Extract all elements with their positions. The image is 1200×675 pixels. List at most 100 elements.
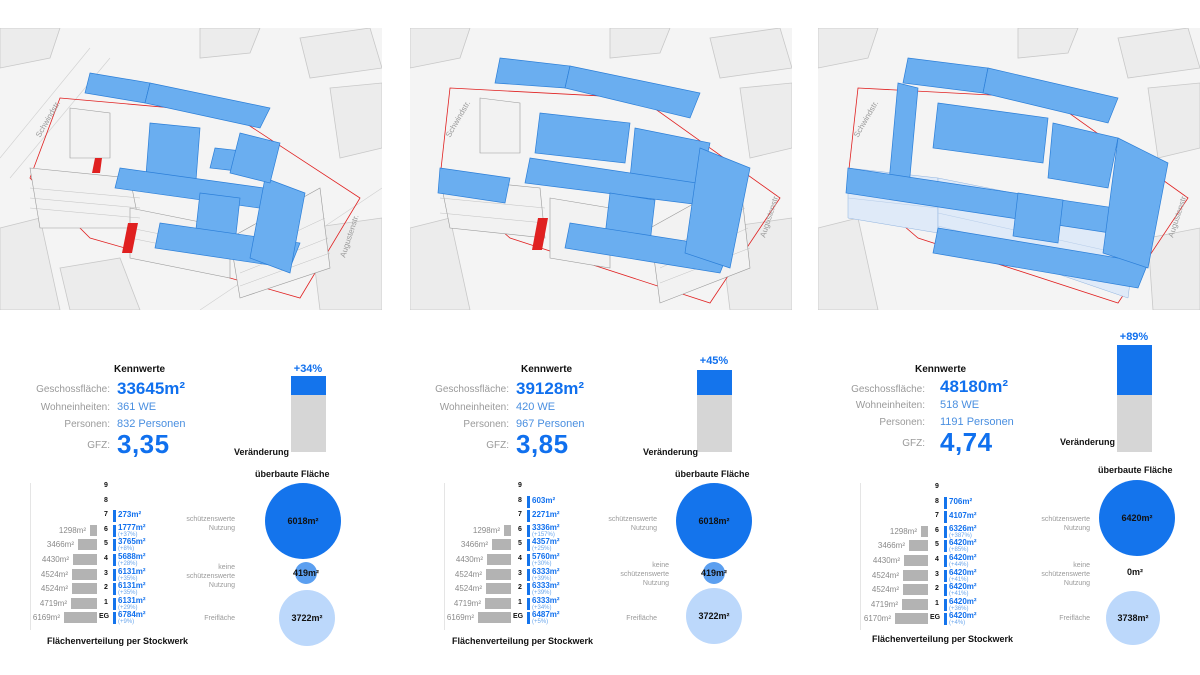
floor-label: 3: [104, 569, 108, 577]
change-label: Veränderung: [643, 447, 699, 457]
existing-floor-value: 6170m²: [863, 614, 891, 624]
new-floor-change: (+25%): [532, 546, 552, 553]
existing-floor-bar: [504, 524, 511, 536]
label-gfz: GFZ:: [486, 440, 509, 451]
existing-floor-value: 6169m²: [446, 613, 474, 623]
chart-axis-line: [444, 483, 445, 630]
new-floor-change: (+35%): [118, 590, 138, 597]
label-wohneinheiten: Wohneinheiten:: [439, 402, 509, 413]
new-floor-bar: [527, 597, 530, 610]
existing-floor-value: 4524m²: [40, 584, 68, 594]
existing-floor-bar: [902, 598, 928, 610]
new-floor-change: (+8%): [118, 546, 135, 553]
floor-label: 9: [104, 482, 108, 489]
kennwerte-title: Kennwerte: [521, 364, 573, 375]
label-keine-schuetzenswert: keine schützenswerte Nutzung: [620, 562, 669, 587]
change-label: Veränderung: [234, 447, 290, 457]
existing-floor-bar: [921, 525, 928, 537]
existing-floor-value: 4524m²: [871, 570, 899, 580]
floor-label: 4: [104, 555, 108, 562]
label-personen: Personen:: [463, 419, 509, 430]
floor-label: 2: [518, 584, 522, 592]
new-floor-change: (+41%): [949, 576, 969, 583]
new-floor-value: 4357m²: [532, 537, 560, 547]
existing-floor-bar: [90, 524, 97, 536]
new-floor-bar: [113, 583, 116, 596]
new-floor-bar: [113, 524, 116, 537]
value-gfz: 3,85: [516, 429, 569, 459]
floor-label: 3: [935, 570, 939, 578]
existing-floor-value: 1298m²: [472, 525, 500, 535]
new-floor-change: (+36%): [949, 605, 969, 612]
new-floor-change: (+44%): [949, 562, 969, 568]
floor-label: 1: [518, 598, 522, 606]
floor-label: 1: [935, 599, 939, 607]
value-gfz: 3,35: [117, 429, 170, 459]
existing-floor-value: 3466m²: [46, 540, 74, 550]
circle-schuetzenswert: 6018m²: [265, 483, 341, 559]
existing-floor-bar: [72, 583, 97, 595]
existing-floor-bar: [895, 613, 928, 625]
new-floor-bar: [944, 584, 947, 597]
new-floor-value: 6420m²: [949, 596, 977, 606]
massing-render-3: Schwindstr. Augustenstr.: [818, 28, 1200, 310]
existing-floor-value: 4524m²: [40, 569, 68, 579]
label-keine-schuetzenswert: keine schützenswerte Nutzung: [186, 564, 235, 589]
new-floor-change: (+39%): [532, 575, 552, 582]
circle-schuetzenswert-value: 6420m²: [1121, 513, 1153, 523]
existing-floor-bar: [78, 539, 97, 551]
floor-label: EG: [98, 613, 110, 621]
floor-label: 5: [104, 540, 108, 548]
existing-floor-bar: [903, 584, 928, 596]
existing-floor-bar: [71, 597, 97, 609]
circle-freiflaeche-value: 3738m²: [1117, 613, 1149, 623]
floor-label: 6: [935, 526, 939, 534]
existing-floor-value: 4524m²: [454, 569, 482, 579]
ueberbaut-title: überbaute Fläche: [255, 469, 330, 479]
floor-label: EG: [512, 613, 524, 621]
change-percent: +34%: [293, 363, 323, 375]
new-floor-value: 6333m²: [532, 581, 560, 591]
change-bar-increase: [291, 376, 326, 395]
label-schuetzenswert: schützenswerte Nutzung: [186, 516, 235, 532]
circle-keine-value: 419m²: [701, 568, 728, 578]
new-floor-value: 2271m²: [532, 510, 560, 520]
value-wohneinheiten: 518 WE: [940, 399, 980, 411]
floor-label: 7: [518, 511, 522, 519]
label-freiflaeche: Freifläche: [1059, 615, 1090, 622]
floor-label: 2: [935, 585, 939, 593]
existing-floor-value: 1298m²: [58, 525, 86, 535]
new-floor-bar: [527, 495, 530, 508]
new-floor-change: (+34%): [532, 604, 552, 611]
new-floor-value: 273m²: [118, 510, 142, 520]
circle-freiflaeche-value: 3722m²: [291, 613, 323, 623]
label-freiflaeche: Freifläche: [626, 615, 657, 622]
floor-chart-caption: Flächenverteilung per Stockwerk: [872, 634, 1014, 644]
new-floor-change: (+157%): [532, 531, 555, 538]
new-floor-value: 6131m²: [118, 566, 146, 576]
floor-label: 1: [104, 598, 108, 606]
label-personen: Personen:: [879, 417, 925, 428]
label-gfz: GFZ:: [902, 438, 925, 449]
new-floor-bar: [527, 612, 530, 625]
label-wohneinheiten: Wohneinheiten:: [40, 402, 110, 413]
new-floor-value: 6420m²: [949, 582, 977, 592]
value-geschossflaeche: 33645m²: [117, 379, 186, 398]
new-floor-value: 5760m²: [532, 552, 560, 561]
change-percent: +45%: [699, 355, 729, 367]
existing-floor-bar: [72, 568, 97, 580]
street-label-schwindstr: Schwindstr.: [34, 99, 62, 139]
new-floor-bar: [113, 568, 116, 581]
new-floor-change: (+4%): [949, 620, 966, 627]
new-floor-change: (+29%): [118, 604, 138, 611]
existing-floor-value: 4524m²: [871, 585, 899, 595]
new-floor-value: 6420m²: [949, 567, 977, 577]
new-floor-change: (+85%): [949, 547, 969, 554]
new-floor-bar: [944, 569, 947, 582]
value-personen: 1191 Personen: [940, 416, 1014, 428]
floor-label: 8: [935, 497, 939, 505]
change-label: Veränderung: [1060, 437, 1116, 447]
new-floor-bar: [944, 540, 947, 553]
existing-floor-value: 1298m²: [889, 526, 917, 536]
label-personen: Personen:: [64, 419, 110, 430]
